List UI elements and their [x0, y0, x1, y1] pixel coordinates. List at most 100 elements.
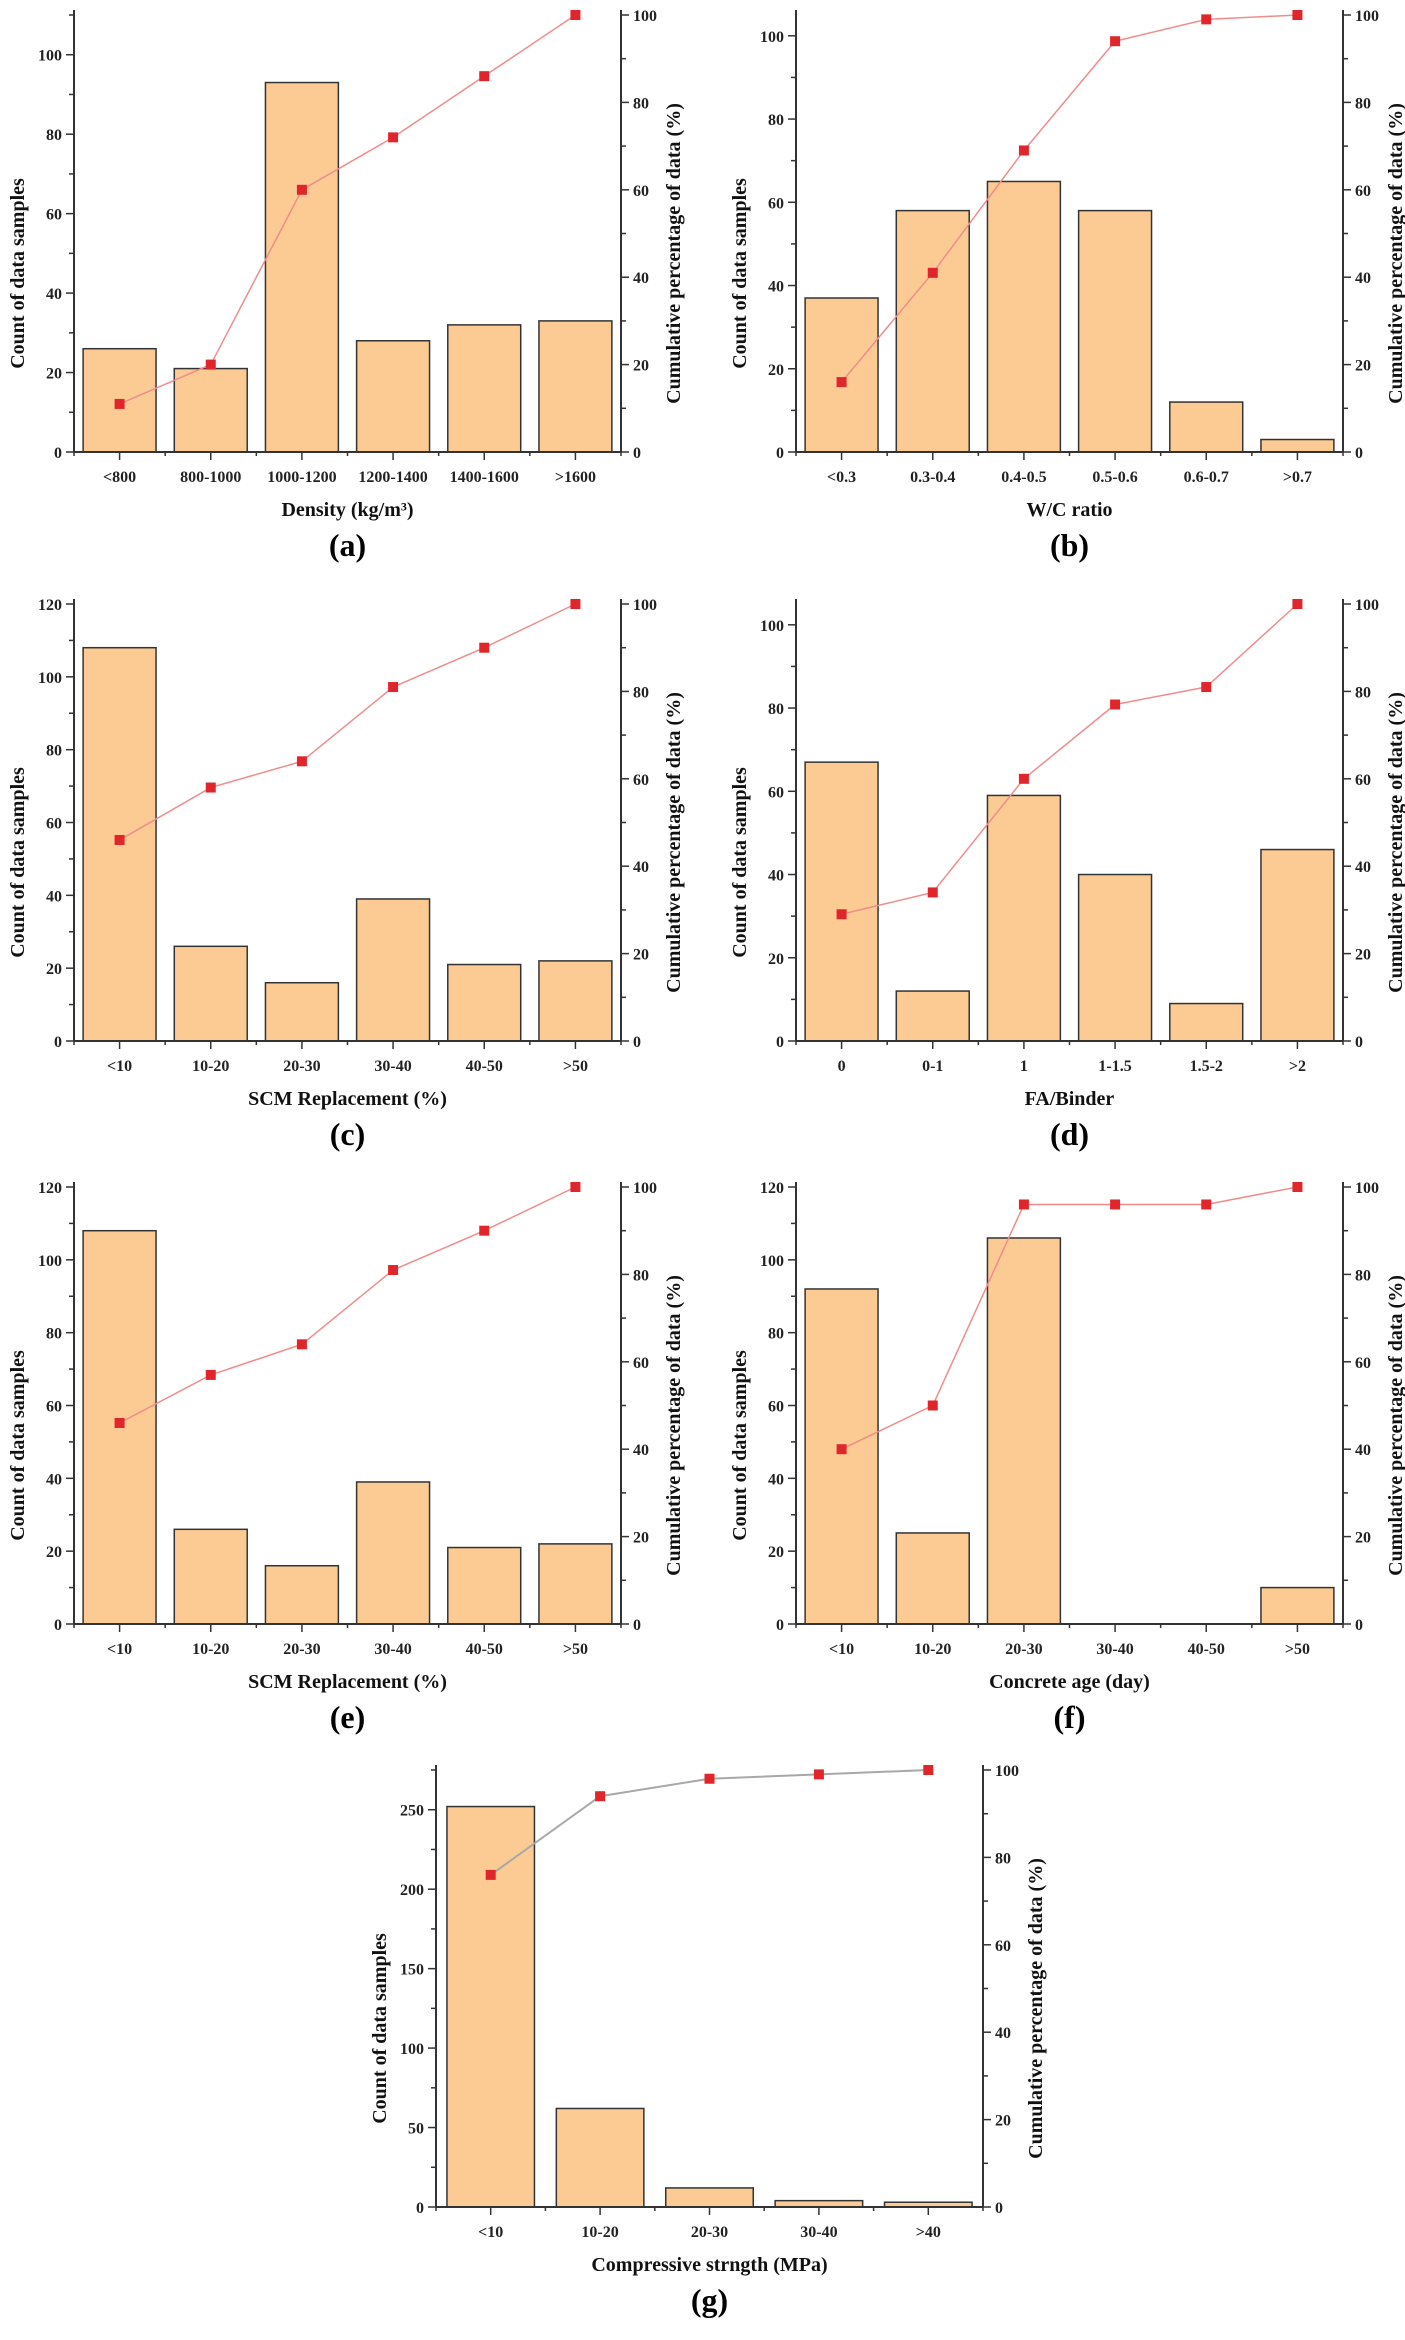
y-axis-title: Count of data samples — [7, 1350, 29, 1541]
chart-d: 0 20 40 60 80 100 0 20 40 60 80 100 0 0-1 1 1-1.5 1.5-2 >… — [729, 597, 1405, 1152]
cumulative-line — [490, 1769, 929, 1876]
x-tick-label: <10 — [107, 1641, 132, 1658]
x-tick-label: 20-30 — [283, 1641, 320, 1658]
x-axis-title: SCM Replacement (%) — [248, 1088, 447, 1110]
left-tick-label: 60 — [768, 195, 784, 212]
cumulative-marker-2 — [704, 1773, 715, 1784]
y-axis-title: Count of data samples — [729, 1350, 751, 1541]
left-tick-label: 0 — [776, 1617, 784, 1634]
left-tick-label: 80 — [768, 701, 784, 718]
right-tick-label: 100 — [633, 597, 657, 614]
x-tick-label: 0 — [838, 1058, 846, 1075]
cumulative-marker-3 — [388, 1265, 399, 1276]
cumulative-marker-1 — [205, 1369, 216, 1380]
y-axis-title: Count of data samples — [729, 178, 751, 369]
panel-e: 0 20 40 60 80 100 120 0 20 40 60 80 100 <10 10-20 20-30… — [0, 1172, 700, 1757]
left-tick-label: 80 — [46, 1326, 62, 1343]
x-tick-label: <800 — [103, 469, 136, 486]
bar-0 — [804, 297, 879, 453]
left-tick-label: 20 — [768, 362, 784, 379]
left-tick-label: 80 — [768, 112, 784, 129]
x-axis-title: Concrete age (day) — [989, 1671, 1150, 1693]
y-axis-title: Count of data samples — [369, 1933, 391, 2124]
left-tick-label: 20 — [768, 951, 784, 968]
y2-axis-title: Cumulative percentage of data (%) — [663, 692, 685, 993]
left-tick-label: 0 — [54, 445, 62, 462]
cumulative-marker-2 — [296, 1339, 307, 1350]
x-tick-label: 1-1.5 — [1098, 1058, 1131, 1075]
bar-5 — [1260, 438, 1335, 453]
right-tick-label: 20 — [633, 358, 649, 375]
cumulative-marker-0 — [836, 909, 847, 920]
cumulative-marker-1 — [927, 267, 938, 278]
x-tick-label: 1000-1200 — [267, 469, 336, 486]
cumulative-marker-2 — [1018, 1199, 1029, 1210]
right-tick-label: 40 — [1355, 1442, 1371, 1459]
chart-a: 0 20 40 60 80 100 0 20 40 60 80 100 <800 800-1000 1000… — [7, 8, 685, 563]
x-tick-label: 0-1 — [922, 1058, 943, 1075]
y2-axis-title: Cumulative percentage of data (%) — [1385, 1275, 1405, 1576]
x-tick-label: 30-40 — [374, 1641, 411, 1658]
x-tick-label: >0.7 — [1283, 469, 1312, 486]
x-axis-title: Compressive strngth (MPa) — [591, 2254, 827, 2276]
bar-4 — [1169, 1002, 1244, 1042]
x-tick-label: 1200-1400 — [358, 469, 427, 486]
panel-d: 0 20 40 60 80 100 0 20 40 60 80 100 0 0-1 1 1-1.5 1.5-2 >… — [722, 589, 1405, 1174]
bar-5 — [1260, 848, 1335, 1042]
y-axis-title: Count of data samples — [7, 767, 29, 958]
bar-1 — [173, 1528, 248, 1625]
bar-3 — [1077, 209, 1153, 453]
cumulative-marker-0 — [836, 1444, 847, 1455]
left-tick-label: 0 — [776, 445, 784, 462]
left-tick-label: 150 — [400, 1962, 424, 1979]
panel-label: (g) — [691, 2282, 728, 2318]
bar-1 — [895, 990, 970, 1042]
bar-1 — [895, 209, 970, 453]
right-tick-label: 40 — [633, 270, 649, 287]
cumulative-marker-4 — [479, 642, 490, 653]
x-tick-label: <10 — [107, 1058, 132, 1075]
right-tick-label: 80 — [1355, 95, 1371, 112]
cumulative-marker-1 — [927, 1400, 938, 1411]
cumulative-marker-3 — [388, 682, 399, 693]
right-tick-label: 40 — [633, 859, 649, 876]
cumulative-line — [119, 1186, 576, 1424]
bar-4 — [1169, 401, 1244, 453]
x-tick-label: 800-1000 — [180, 469, 241, 486]
bar-0 — [446, 1805, 536, 2208]
x-tick-label: 0.6-0.7 — [1184, 469, 1229, 486]
left-tick-label: 50 — [408, 2121, 424, 2138]
x-tick-label: 40-50 — [466, 1058, 503, 1075]
cumulative-marker-0 — [114, 1417, 125, 1428]
x-tick-label: <10 — [478, 2224, 503, 2241]
bar-1 — [555, 2107, 645, 2208]
right-tick-label: 20 — [1355, 947, 1371, 964]
panel-label: (a) — [329, 527, 366, 563]
right-tick-label: 20 — [1355, 1530, 1371, 1547]
cumulative-marker-1 — [927, 887, 938, 898]
right-tick-label: 60 — [633, 1355, 649, 1372]
right-tick-label: 80 — [995, 1850, 1011, 1867]
cumulative-marker-5 — [570, 10, 581, 20]
x-tick-label: 30-40 — [1096, 1641, 1133, 1658]
right-tick-label: 60 — [1355, 183, 1371, 200]
x-tick-label: 10-20 — [914, 1641, 951, 1658]
bar-3 — [1077, 873, 1153, 1042]
bar-1 — [895, 1532, 970, 1625]
left-tick-label: 40 — [46, 1471, 62, 1488]
left-tick-label: 200 — [400, 1882, 424, 1899]
right-tick-label: 20 — [633, 1530, 649, 1547]
left-tick-label: 0 — [416, 2200, 424, 2217]
x-tick-label: >2 — [1289, 1058, 1306, 1075]
left-tick-label: 40 — [46, 286, 62, 303]
y2-axis-title: Cumulative percentage of data (%) — [663, 1275, 685, 1576]
cumulative-marker-5 — [570, 1182, 581, 1192]
right-tick-label: 0 — [633, 445, 641, 462]
x-tick-label: >40 — [916, 2224, 941, 2241]
bar-2 — [264, 1564, 340, 1625]
left-tick-label: 20 — [768, 1544, 784, 1561]
chart-b: 0 20 40 60 80 100 0 20 40 60 80 100 <0.3 0.3-0.4 0.4-0… — [729, 8, 1405, 563]
cumulative-marker-3 — [1110, 1199, 1121, 1210]
cumulative-marker-2 — [1018, 773, 1029, 784]
panel-g: 0 50 100 150 200 250 0 20 40 60 80 100 <10 10-20 20-30… — [362, 1755, 1062, 2340]
